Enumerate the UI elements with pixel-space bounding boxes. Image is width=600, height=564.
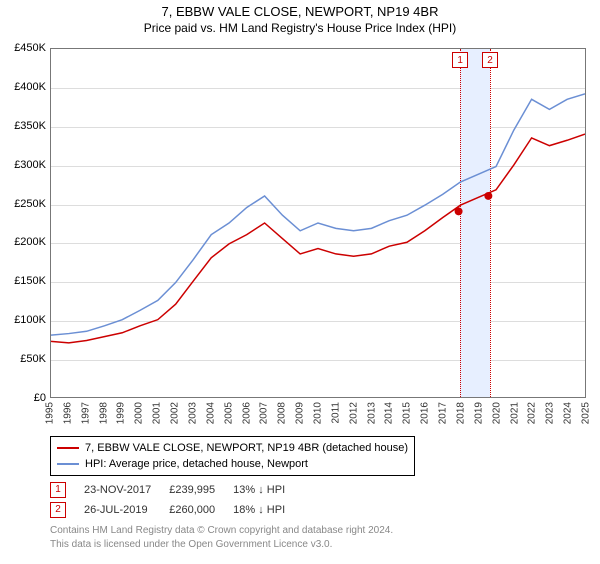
x-axis-label: 2003 bbox=[187, 402, 198, 424]
x-axis-label: 1997 bbox=[80, 402, 91, 424]
event-delta: 13% ↓ HPI bbox=[233, 480, 303, 500]
legend-swatch bbox=[57, 463, 79, 465]
y-axis-label: £250K bbox=[2, 198, 46, 210]
legend: 7, EBBW VALE CLOSE, NEWPORT, NP19 4BR (d… bbox=[50, 436, 415, 476]
attribution-footer: Contains HM Land Registry data © Crown c… bbox=[50, 524, 393, 552]
x-axis-label: 2005 bbox=[223, 402, 234, 424]
legend-swatch bbox=[57, 447, 79, 449]
x-axis-label: 2021 bbox=[509, 402, 520, 424]
y-axis-label: £0 bbox=[2, 392, 46, 404]
x-axis-label: 2016 bbox=[420, 402, 431, 424]
x-axis-label: 2020 bbox=[491, 402, 502, 424]
x-axis-label: 2023 bbox=[545, 402, 556, 424]
x-axis-label: 1995 bbox=[45, 402, 56, 424]
y-axis-label: £100K bbox=[2, 314, 46, 326]
x-axis-label: 2001 bbox=[152, 402, 163, 424]
x-axis-label: 2015 bbox=[402, 402, 413, 424]
event-badge: 1 bbox=[452, 52, 468, 68]
y-axis-label: £300K bbox=[2, 159, 46, 171]
legend-label: 7, EBBW VALE CLOSE, NEWPORT, NP19 4BR (d… bbox=[85, 440, 408, 456]
x-axis-label: 2025 bbox=[581, 402, 592, 424]
chart-title: 7, EBBW VALE CLOSE, NEWPORT, NP19 4BR bbox=[0, 4, 600, 19]
x-axis-label: 2008 bbox=[277, 402, 288, 424]
y-axis-label: £150K bbox=[2, 275, 46, 287]
x-axis-label: 2014 bbox=[384, 402, 395, 424]
x-axis-label: 2019 bbox=[473, 402, 484, 424]
x-axis-label: 2002 bbox=[170, 402, 181, 424]
legend-item: 7, EBBW VALE CLOSE, NEWPORT, NP19 4BR (d… bbox=[57, 440, 408, 456]
y-axis-label: £450K bbox=[2, 42, 46, 54]
x-axis-label: 2024 bbox=[563, 402, 574, 424]
y-axis-label: £200K bbox=[2, 236, 46, 248]
line-series bbox=[51, 49, 585, 397]
series-property bbox=[51, 134, 585, 343]
chart-container: 7, EBBW VALE CLOSE, NEWPORT, NP19 4BR Pr… bbox=[0, 4, 600, 564]
footer-line-2: This data is licensed under the Open Gov… bbox=[50, 538, 393, 552]
event-price: £260,000 bbox=[169, 500, 233, 520]
x-axis-label: 2010 bbox=[313, 402, 324, 424]
footer-line-1: Contains HM Land Registry data © Crown c… bbox=[50, 524, 393, 538]
y-axis-label: £350K bbox=[2, 120, 46, 132]
x-axis-label: 2018 bbox=[455, 402, 466, 424]
x-axis-label: 1998 bbox=[98, 402, 109, 424]
legend-item: HPI: Average price, detached house, Newp… bbox=[57, 456, 408, 472]
events-table: 1 23-NOV-2017£239,99513% ↓ HPI 2 26-JUL-201… bbox=[50, 480, 303, 520]
x-axis-label: 1999 bbox=[116, 402, 127, 424]
x-axis-label: 2000 bbox=[134, 402, 145, 424]
event-row-badge: 2 bbox=[50, 502, 66, 518]
x-axis-label: 2007 bbox=[259, 402, 270, 424]
x-axis-label: 1996 bbox=[62, 402, 73, 424]
event-point bbox=[455, 207, 463, 215]
event-delta: 18% ↓ HPI bbox=[233, 500, 303, 520]
x-axis-label: 2011 bbox=[330, 402, 341, 424]
y-axis-label: £400K bbox=[2, 81, 46, 93]
x-axis-label: 2009 bbox=[295, 402, 306, 424]
y-axis-label: £50K bbox=[2, 353, 46, 365]
chart-subtitle: Price paid vs. HM Land Registry's House … bbox=[0, 21, 600, 35]
legend-label: HPI: Average price, detached house, Newp… bbox=[85, 456, 308, 472]
plot-area: 12 bbox=[50, 48, 586, 398]
event-date: 23-NOV-2017 bbox=[84, 480, 169, 500]
x-axis-label: 2022 bbox=[527, 402, 538, 424]
event-point bbox=[484, 192, 492, 200]
x-axis-label: 2004 bbox=[205, 402, 216, 424]
x-axis-label: 2006 bbox=[241, 402, 252, 424]
event-row: 1 23-NOV-2017£239,99513% ↓ HPI bbox=[50, 480, 303, 500]
x-axis-label: 2013 bbox=[366, 402, 377, 424]
event-row-badge: 1 bbox=[50, 482, 66, 498]
event-price: £239,995 bbox=[169, 480, 233, 500]
event-date: 26-JUL-2019 bbox=[84, 500, 169, 520]
event-row: 2 26-JUL-2019£260,00018% ↓ HPI bbox=[50, 500, 303, 520]
x-axis-label: 2012 bbox=[348, 402, 359, 424]
x-axis-label: 2017 bbox=[438, 402, 449, 424]
series-hpi bbox=[51, 94, 585, 335]
event-badge: 2 bbox=[482, 52, 498, 68]
